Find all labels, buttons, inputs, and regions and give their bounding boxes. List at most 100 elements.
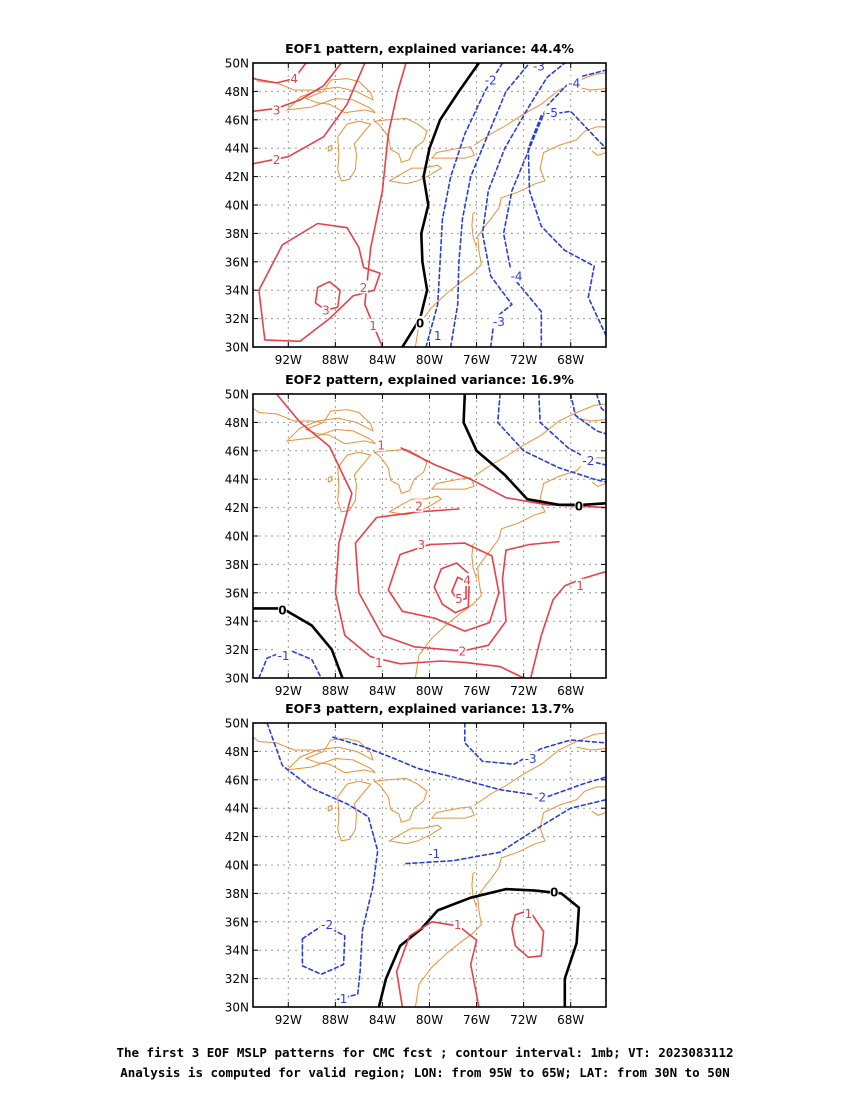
coastline-chesapeake-bay (471, 542, 478, 579)
y-tick-label: 38N (225, 227, 249, 241)
contour-label-bg (272, 152, 281, 166)
coastline-lake-superior (285, 738, 376, 774)
contour-label-bg (575, 578, 585, 592)
y-tick-label: 50N (225, 717, 249, 731)
x-tick-label: 72W (510, 1013, 537, 1027)
contour-label-bg (426, 846, 442, 860)
contour-label: 1 (576, 579, 584, 593)
contour-label-bg (414, 499, 424, 513)
contour-label: 0 (575, 500, 583, 514)
y-tick-label: 34N (225, 615, 249, 629)
x-tick-label: 68W (557, 1013, 584, 1027)
coastline-lake-superior (285, 409, 376, 445)
contour-line-pos1 (364, 63, 407, 347)
x-tick-label: 76W (463, 1013, 490, 1027)
y-tick-label: 44N (225, 802, 249, 816)
coastline-lake-winnebago (327, 804, 333, 812)
coastline-chesapeake-bay (471, 871, 478, 908)
contour-line-neg1 (266, 723, 379, 1001)
coastline-nova-scotia (591, 481, 606, 487)
contour-line-pos2 (354, 508, 560, 652)
coastline-nova-scotia (591, 810, 606, 816)
contour-line-pos1 (400, 447, 606, 509)
contour-label: 0 (550, 885, 558, 899)
contour-line-pos2 (258, 222, 381, 343)
coastline-lake-winnebago (327, 144, 333, 152)
contour-line-neg5 (527, 110, 606, 337)
panel-eof2: EOF2 pattern, explained variance: 16.9% 1… (225, 372, 607, 698)
contour-label: 5 (455, 592, 463, 606)
y-tick-label: 30N (225, 341, 249, 355)
x-tick-label: 92W (275, 1013, 302, 1027)
contour-line-pos4 (433, 562, 471, 614)
contour-line-neg3 (464, 723, 606, 765)
y-tick-label: 36N (225, 915, 249, 929)
contour-label: -5 (546, 106, 558, 120)
coastline-st-lawrence (473, 732, 606, 806)
contour-line-neg2 (332, 736, 606, 798)
plot-area: 1 2 3 45 2 1 1 0 0 -1 -2 (253, 394, 606, 678)
y-tick-label: 50N (225, 388, 249, 402)
coastline-st-lawrence (473, 403, 606, 477)
contour-label-bg (462, 573, 472, 587)
coastline-us-canada-border (253, 736, 321, 752)
coastline-lake-erie (388, 164, 443, 185)
plot-area: -3 -2 -1 -2 1 0 1 1 (253, 723, 606, 1007)
y-tick-label: 46N (225, 444, 249, 458)
contour-label-bg (278, 602, 287, 616)
y-tick-label: 42N (225, 170, 249, 184)
y-tick-label: 34N (225, 284, 249, 298)
contour-label-bg (289, 71, 299, 85)
coastline-gaspe (576, 746, 606, 751)
contour-line-neg2 (449, 63, 531, 347)
contour-line-neg1 (425, 63, 504, 347)
contour-label: -2 (534, 790, 546, 804)
contour-line-zero (253, 607, 344, 678)
x-tick-label: 76W (463, 353, 490, 367)
x-tick-label: 92W (275, 684, 302, 698)
contour-line-neg1 (405, 798, 606, 865)
x-tick-label: 80W (416, 684, 443, 698)
contour-line-zero (401, 63, 481, 347)
coastline-nova-scotia (591, 150, 606, 156)
contour-label: 4 (463, 574, 471, 588)
coastline-lake-huron (372, 448, 428, 495)
contour-label: 3 (273, 103, 281, 117)
contour-label: 3 (322, 304, 330, 318)
coastline-atlantic-coast (414, 786, 606, 1007)
coastline-atlantic-coast (414, 126, 606, 347)
y-tick-label: 42N (225, 830, 249, 844)
contour-label: 2 (273, 153, 281, 167)
contour-label-bg (321, 303, 331, 317)
contour-label: -4 (568, 76, 580, 90)
contour-label: -3 (533, 59, 545, 73)
contour-label: -1 (278, 649, 290, 663)
contour-label-bg (509, 269, 525, 282)
contour-label-bg (415, 315, 425, 329)
contour-line-neg2 (538, 394, 606, 466)
contour-label-bg (524, 906, 533, 920)
y-tick-label: 30N (225, 1001, 249, 1015)
contour-label: 1 (369, 319, 377, 333)
contour-line-zero (377, 887, 581, 1007)
contour-label-bg (272, 102, 281, 116)
contour-label-bg (566, 75, 582, 89)
contour-label-bg (574, 499, 584, 513)
contour-line-pos1 (395, 921, 480, 1007)
y-tick-label: 48N (225, 745, 249, 759)
contour-label-bg (580, 453, 596, 467)
panel-eof3: EOF3 pattern, explained variance: 13.7% -… (225, 701, 607, 1027)
y-tick-label: 44N (225, 142, 249, 156)
y-tick-label: 30N (225, 672, 249, 686)
x-tick-label: 88W (322, 684, 349, 698)
contour-label: -3 (525, 752, 537, 766)
contour-label-bg (368, 318, 378, 332)
contour-label: 2 (360, 281, 368, 295)
contour-label: -2 (485, 74, 497, 88)
y-tick-label: 38N (225, 887, 249, 901)
contour-label: -1 (428, 847, 440, 861)
coastline-us-canada-border (253, 407, 321, 423)
coastline-us-canada-border (253, 76, 321, 92)
contour-label: 0 (416, 316, 424, 330)
